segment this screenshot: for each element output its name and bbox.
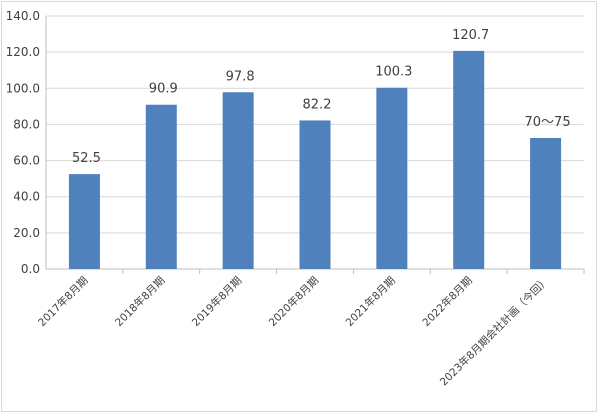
category-label: 2022年8月期 <box>420 274 475 329</box>
bar <box>299 120 331 270</box>
bar <box>376 87 408 270</box>
y-tick-label: 40.0 <box>13 190 40 204</box>
bar <box>145 104 177 269</box>
data-label: 82.2 <box>303 97 332 112</box>
category-label: 2017年8月期 <box>35 274 90 329</box>
y-tick-label: 100.0 <box>6 81 40 95</box>
y-tick-label: 120.0 <box>6 45 40 59</box>
data-label: 97.8 <box>226 69 255 84</box>
y-tick-label: 80.0 <box>13 117 40 131</box>
data-label: 100.3 <box>375 65 412 80</box>
data-label: 52.5 <box>72 151 101 166</box>
bar <box>530 137 562 269</box>
category-label: 2019年8月期 <box>189 274 244 329</box>
bar <box>453 50 485 270</box>
bar <box>222 92 254 269</box>
category-label: 2018年8月期 <box>112 274 167 329</box>
data-label: 70～75 <box>525 115 571 130</box>
y-tick-label: 60.0 <box>13 154 40 168</box>
bar <box>68 174 100 269</box>
y-tick-label: 0.0 <box>21 262 40 276</box>
data-label: 90.9 <box>149 82 178 97</box>
y-tick-label: 140.0 <box>6 9 40 23</box>
category-label: 2021年8月期 <box>343 274 398 329</box>
y-tick-label: 20.0 <box>13 226 40 240</box>
data-label: 120.7 <box>452 28 489 43</box>
category-label: 2020年8月期 <box>266 274 321 329</box>
